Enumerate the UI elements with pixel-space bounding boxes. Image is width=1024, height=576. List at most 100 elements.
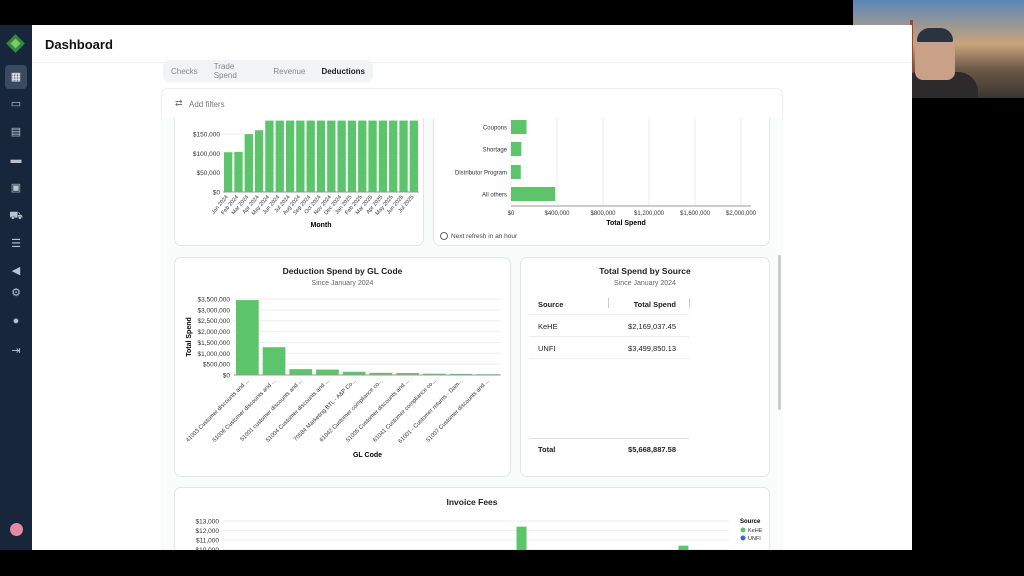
invoice-fees-card: Invoice Fees $10,000 $11,000 $12,000 $13,00… xyxy=(174,487,770,550)
bar xyxy=(262,347,286,375)
x-tick-label: $800,000 xyxy=(590,211,616,217)
bar xyxy=(306,120,315,192)
y-tick-label: $3,500,000 xyxy=(197,297,230,304)
x-axis-title: GL Code xyxy=(353,452,382,459)
sliders-icon[interactable]: ⇄ xyxy=(175,98,183,108)
bar xyxy=(316,369,339,375)
refresh-clock-icon xyxy=(440,232,448,240)
spend-by-source-card: Total Spend by Source Since January 2024… xyxy=(520,257,770,477)
bar xyxy=(409,120,418,192)
bar xyxy=(422,373,446,375)
y-tick-label: $0 xyxy=(223,373,231,380)
bar xyxy=(347,120,357,192)
x-axis-title: Month xyxy=(311,222,332,229)
calendar-icon[interactable]: ▣ xyxy=(10,182,22,194)
bar xyxy=(327,120,336,192)
y-tick-label: Shortage xyxy=(483,148,508,154)
scrollbar[interactable] xyxy=(778,255,781,410)
y-tick-label: $13,000 xyxy=(196,519,220,526)
bar xyxy=(516,526,527,550)
bar xyxy=(678,545,689,550)
y-axis-title: Total Spend xyxy=(186,317,193,357)
legend-label: UNFI xyxy=(748,536,761,542)
y-tick-label: $150,000 xyxy=(193,132,220,139)
table-total-value: $5,668,887.58 xyxy=(628,445,676,454)
bar xyxy=(511,142,522,156)
bar xyxy=(236,300,259,375)
bar xyxy=(254,130,264,192)
x-tick-label: $1,200,000 xyxy=(634,211,665,217)
invoice-icon[interactable]: ▤ xyxy=(10,126,22,138)
table-cell-source: KeHE xyxy=(538,322,558,331)
bar xyxy=(224,152,233,192)
y-tick-label: $10,000 xyxy=(196,547,220,550)
bar xyxy=(316,120,326,192)
logout-icon[interactable]: ⇥ xyxy=(11,345,21,357)
bar xyxy=(511,187,556,201)
legend-swatch xyxy=(740,535,746,541)
card-icon[interactable]: ▬ xyxy=(10,154,22,166)
truck-icon[interactable]: ⛟ xyxy=(9,210,23,222)
bar xyxy=(358,120,367,192)
y-tick-label: $500,000 xyxy=(203,362,230,369)
bar xyxy=(369,372,393,375)
bar xyxy=(234,151,243,192)
y-tick-label: $0 xyxy=(213,190,221,197)
row-divider xyxy=(529,358,689,359)
gear-icon[interactable]: ⚙ xyxy=(11,287,21,299)
tab-checks[interactable]: Checks xyxy=(171,66,198,76)
y-tick-label: All others xyxy=(482,193,507,199)
bar xyxy=(449,373,473,375)
avatar[interactable] xyxy=(10,523,23,536)
legend-title: Source xyxy=(740,519,761,525)
tab-trade-spend[interactable]: Trade Spend xyxy=(213,62,237,80)
bar xyxy=(396,373,419,375)
y-tick-label: Coupons xyxy=(483,126,507,132)
bar xyxy=(399,120,408,192)
column-divider xyxy=(608,298,609,308)
header: Dashboard xyxy=(32,25,912,63)
refresh-status: Next refresh in an hour xyxy=(451,233,518,240)
logo-icon xyxy=(6,34,25,53)
add-filters-button[interactable]: Add filters xyxy=(189,100,225,109)
tab-bar: Checks Trade Spend Revenue Deductions xyxy=(163,60,373,82)
row-divider xyxy=(529,438,689,439)
table-subtitle: Since January 2024 xyxy=(614,280,676,287)
bar xyxy=(296,120,305,192)
gl-code-card: Deduction Spend by GL Code Since January… xyxy=(174,257,511,477)
table-total-label: Total xyxy=(538,445,556,454)
column-header-source[interactable]: Source xyxy=(538,300,564,309)
y-tick-label: $11,000 xyxy=(196,538,219,545)
app-window: ▦ ▭ ▤ ▬ ▣ ⛟ ☰ ◀ ⚙ ● ⇥ Dashboard Checks Trade Spend… xyxy=(0,25,912,550)
x-tick-label: $2,000,000 xyxy=(726,211,757,217)
table-cell-total: $3,499,850.13 xyxy=(628,344,676,353)
row-divider xyxy=(529,314,689,315)
tab-revenue[interactable]: Revenue xyxy=(273,66,306,76)
filter-bar: ⇄ Add filters xyxy=(161,88,783,118)
user-icon[interactable]: ● xyxy=(12,315,20,327)
megaphone-icon[interactable]: ◀ xyxy=(11,265,21,277)
checks-icon[interactable]: ▭ xyxy=(10,98,22,110)
dashboard-scroll-area[interactable]: $0 $50,000 $100,000 $150,000 Jan 2024 Feb 202… xyxy=(161,118,783,550)
spend-by-type-card: $0 $400,000 $800,000 $1,200,000 $1,600,000 $2… xyxy=(433,118,770,246)
y-tick-label: $1,000,000 xyxy=(197,351,230,358)
list-icon[interactable]: ☰ xyxy=(11,238,21,250)
y-tick-label: $1,500,000 xyxy=(197,340,230,347)
dashboard-icon[interactable]: ▦ xyxy=(5,65,27,89)
bar xyxy=(368,120,377,192)
bar xyxy=(289,369,313,375)
sidebar: ▦ ▭ ▤ ▬ ▣ ⛟ ☰ ◀ ⚙ ● ⇥ xyxy=(0,25,32,550)
spend-by-type-chart: $0 $400,000 $800,000 $1,200,000 $1,600,000 $2… xyxy=(455,118,757,227)
chart-subtitle: Since January 2024 xyxy=(311,280,374,287)
page-title: Dashboard xyxy=(45,37,113,52)
x-tick-label: $1,600,000 xyxy=(680,211,711,217)
bar xyxy=(511,165,521,179)
legend-swatch xyxy=(740,527,746,533)
y-tick-label: $2,000,000 xyxy=(197,329,230,336)
column-divider xyxy=(689,298,690,308)
column-header-total-spend[interactable]: Total Spend xyxy=(633,300,676,309)
tab-deductions[interactable]: Deductions xyxy=(321,66,365,76)
y-tick-label: $12,000 xyxy=(196,528,220,535)
bar xyxy=(378,120,388,192)
